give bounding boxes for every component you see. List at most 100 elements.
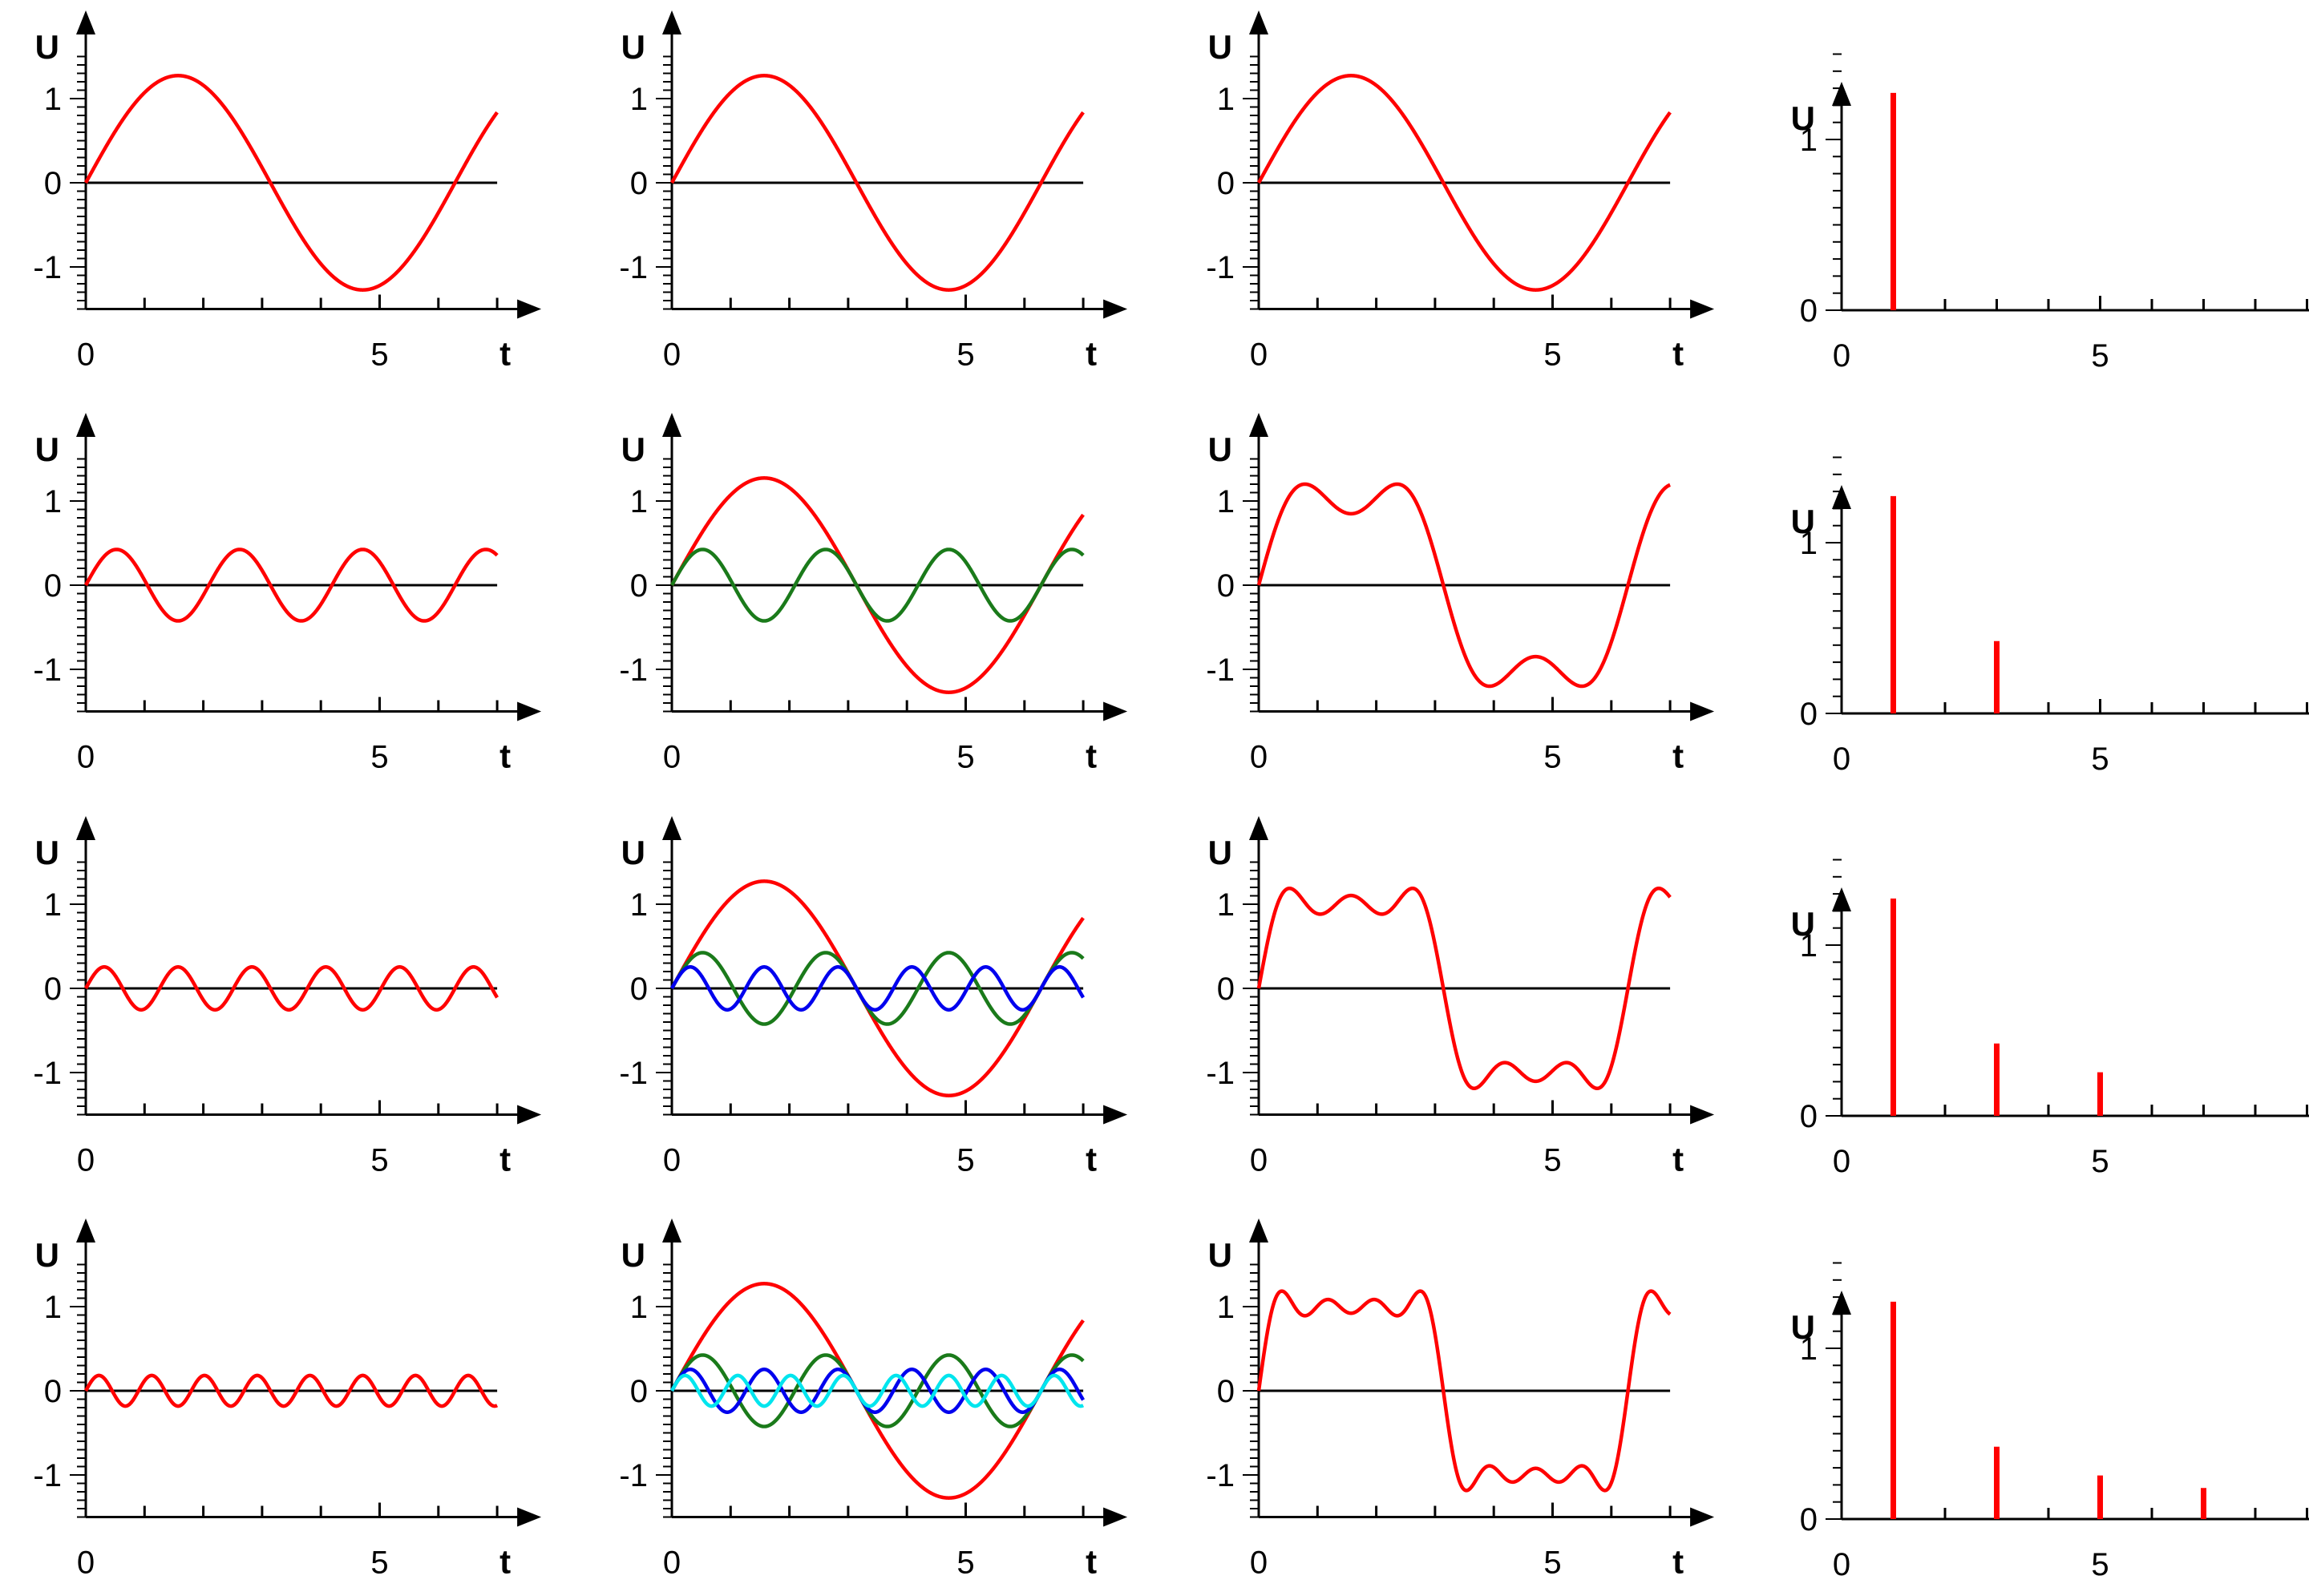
x-tick-label: 0 <box>1250 337 1268 373</box>
y-axis-arrow <box>1832 485 1851 509</box>
y-tick-label: -1 <box>619 653 648 688</box>
y-axis-arrow <box>1832 1291 1851 1315</box>
y-tick-label: -1 <box>33 653 62 688</box>
y-tick-label: 1 <box>44 82 62 117</box>
y-tick-label: 1 <box>1217 82 1235 117</box>
panel-r4-c1: 1 0 -1 0 5 Ut <box>33 1218 542 1581</box>
y-axis-arrow <box>662 413 681 437</box>
x-tick-label: 5 <box>370 337 388 373</box>
y-tick-label: 0 <box>1217 568 1235 604</box>
x-axis-title: t <box>499 1543 511 1581</box>
y-tick-label: 1 <box>44 484 62 519</box>
panel-r4-c2: 1 0 -1 0 5 Ut <box>619 1218 1128 1581</box>
x-tick-label: 0 <box>663 337 681 373</box>
y-tick-label: 0 <box>630 1374 648 1409</box>
y-tick-label: 1 <box>1800 1331 1818 1367</box>
y-axis-title: U <box>621 834 645 871</box>
x-axis-title: t <box>499 335 511 373</box>
x-tick-label: 0 <box>663 1545 681 1581</box>
harmonic-3-line <box>84 547 499 623</box>
y-tick-label: 1 <box>44 887 62 923</box>
x-axis-title: t <box>1672 737 1684 775</box>
x-axis-arrow <box>1103 1105 1128 1125</box>
x-axis-arrow <box>1103 701 1128 721</box>
x-tick-label: 0 <box>1250 740 1268 775</box>
partial-sum-line <box>1256 482 1672 689</box>
y-tick-label: 1 <box>630 484 648 519</box>
x-axis-arrow <box>517 1507 542 1527</box>
harmonic-1-line <box>670 1282 1085 1500</box>
y-tick-label: -1 <box>33 1458 62 1493</box>
x-tick-label: 5 <box>956 337 974 373</box>
x-tick-label: 5 <box>1543 740 1561 775</box>
y-axis-arrow <box>1249 413 1268 437</box>
x-tick-label: 5 <box>956 1143 974 1178</box>
y-axis-title: U <box>1208 28 1232 66</box>
y-tick-label: 0 <box>1800 1502 1818 1537</box>
x-axis-arrow <box>517 1105 542 1125</box>
x-tick-label: 0 <box>77 337 95 373</box>
y-tick-label: 1 <box>630 887 648 923</box>
y-axis-title: U <box>35 834 59 871</box>
x-tick-label: 0 <box>77 1143 95 1178</box>
y-axis-title: U <box>1791 99 1815 137</box>
x-tick-label: 5 <box>1543 337 1561 373</box>
panel-r1-c2: 1 0 -1 0 5 Ut <box>619 10 1128 373</box>
panel-r3-c3: 1 0 -1 0 5 Ut <box>1206 816 1715 1178</box>
y-axis-arrow <box>662 816 681 840</box>
y-tick-label: -1 <box>619 1458 648 1493</box>
x-tick-label: 0 <box>1250 1143 1268 1178</box>
y-axis-arrow <box>662 1218 681 1242</box>
y-tick-label: 0 <box>630 972 648 1007</box>
panel-r3-c1: 1 0 -1 0 5 Ut <box>33 816 542 1178</box>
x-tick-label: 5 <box>370 1545 388 1581</box>
harmonic-7-line <box>670 1373 1085 1408</box>
y-axis-title: U <box>35 28 59 66</box>
x-axis-arrow <box>517 701 542 721</box>
harmonic-1-line <box>84 74 499 292</box>
y-tick-label: 1 <box>630 82 648 117</box>
panel-r1-c1: 1 0 -1 0 5 Ut <box>33 10 542 373</box>
x-tick-label: 5 <box>1543 1545 1561 1581</box>
harmonic-5-line <box>84 965 499 1012</box>
y-tick-label: -1 <box>1206 1056 1235 1091</box>
y-tick-label: 0 <box>1800 293 1818 329</box>
panel-r2-c2: 1 0 -1 0 5 Ut <box>619 413 1128 775</box>
y-tick-label: 0 <box>44 1374 62 1409</box>
harmonic-7-line <box>84 1373 499 1408</box>
harmonic-1-line <box>670 879 1085 1097</box>
y-tick-label: 1 <box>630 1290 648 1325</box>
x-axis-title: t <box>1086 1543 1097 1581</box>
x-axis-title: t <box>499 737 511 775</box>
x-axis-title: t <box>1672 1543 1684 1581</box>
y-tick-label: -1 <box>619 1056 648 1091</box>
x-axis-arrow <box>1690 1105 1715 1125</box>
y-axis-title: U <box>35 430 59 468</box>
y-tick-label: 0 <box>630 568 648 604</box>
y-axis-arrow <box>1249 1218 1268 1242</box>
panel-r2-c1: 1 0 -1 0 5 Ut <box>33 413 542 775</box>
y-axis-title: U <box>1791 1308 1815 1346</box>
panel-r4-c4: 1005Uf <box>1791 1262 2309 1582</box>
y-tick-label: 0 <box>1217 1374 1235 1409</box>
x-axis-arrow <box>517 299 542 319</box>
x-tick-label: 5 <box>956 1545 974 1581</box>
harmonic-1-line <box>670 74 1085 292</box>
y-tick-label: 0 <box>44 166 62 201</box>
x-tick-label: 0 <box>1250 1545 1268 1581</box>
y-tick-label: 1 <box>1800 526 1818 561</box>
y-tick-label: 1 <box>1217 1290 1235 1325</box>
y-axis-title: U <box>621 28 645 66</box>
y-tick-label: 0 <box>630 166 648 201</box>
y-axis-title: U <box>1208 834 1232 871</box>
x-tick-label: 0 <box>77 740 95 775</box>
y-tick-label: 0 <box>44 972 62 1007</box>
partial-sum-line <box>1256 1289 1672 1493</box>
panel-r3-c2: 1 0 -1 0 5 Ut <box>619 816 1128 1178</box>
x-tick-label: 0 <box>1833 1144 1850 1179</box>
partial-sum-line <box>1257 74 1672 292</box>
harmonic-5-line <box>670 965 1086 1012</box>
y-axis-title: U <box>1791 905 1815 943</box>
y-tick-label: -1 <box>1206 1458 1235 1493</box>
